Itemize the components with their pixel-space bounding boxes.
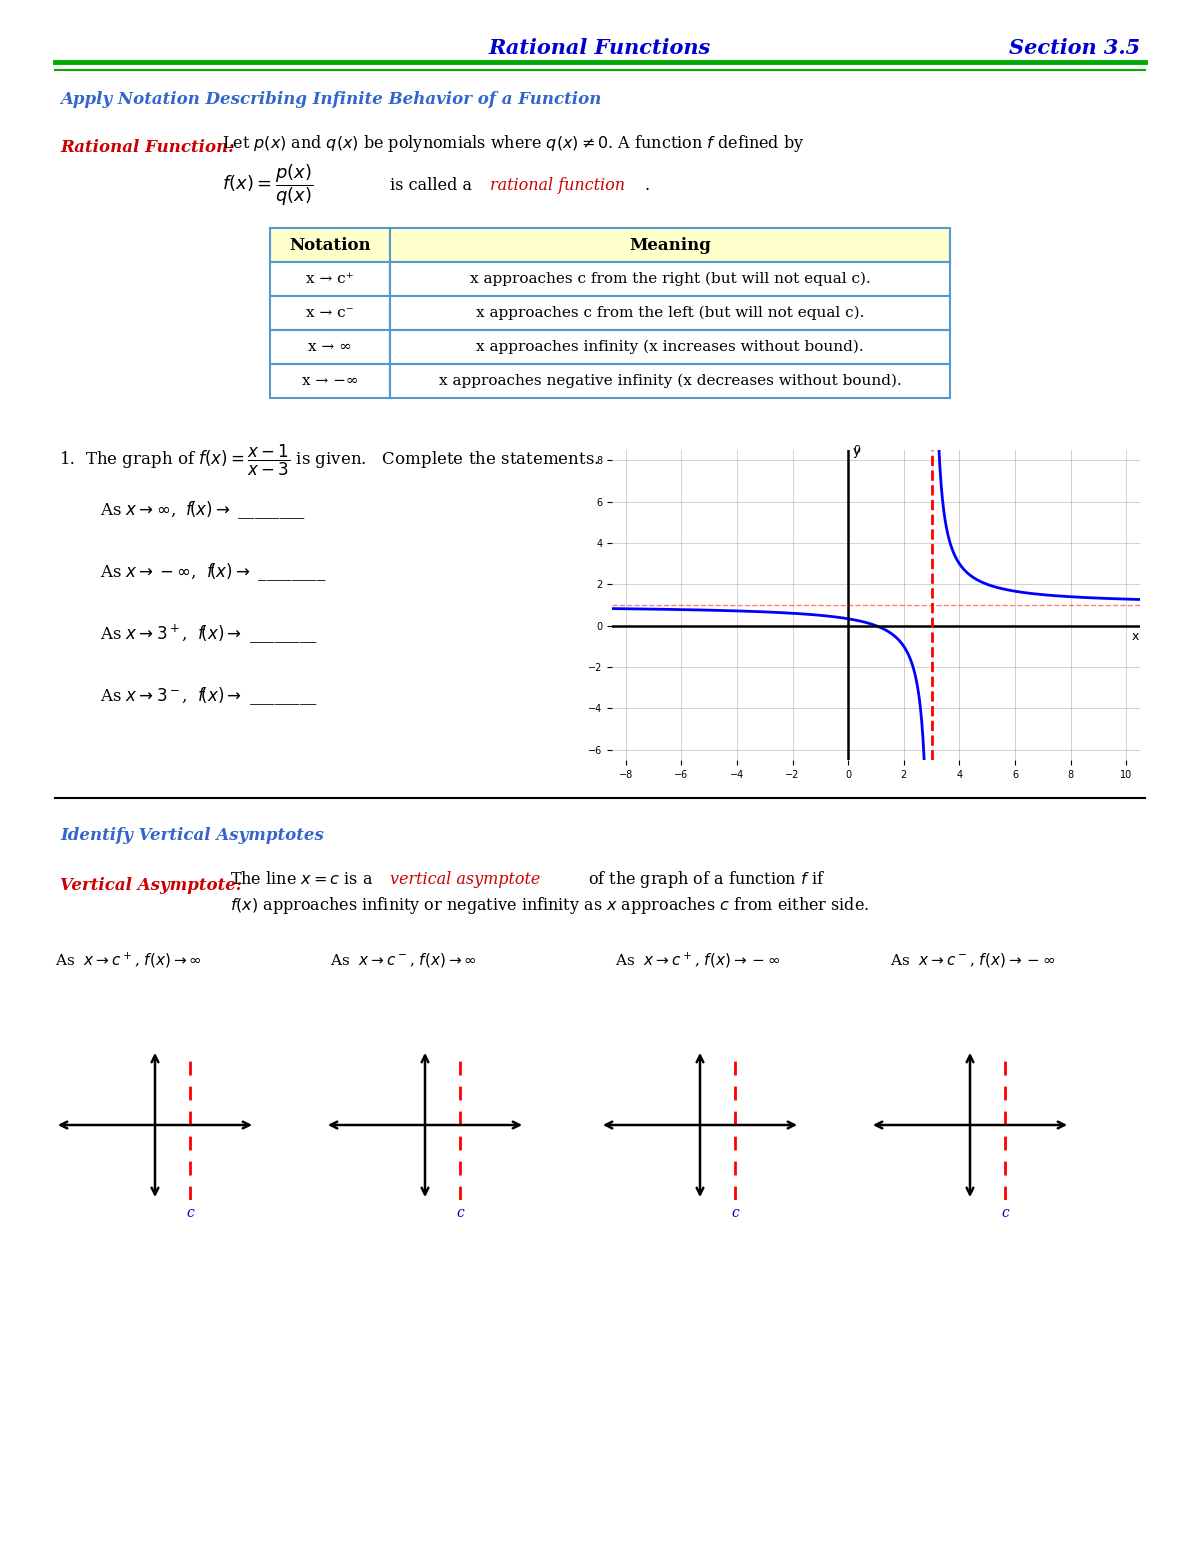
Text: x → c⁻: x → c⁻	[306, 306, 354, 320]
Text: Section 3.5: Section 3.5	[1009, 37, 1140, 57]
Text: x → c⁺: x → c⁺	[306, 272, 354, 286]
Text: Vertical Asymptote:: Vertical Asymptote:	[60, 876, 242, 893]
Bar	[270, 297, 390, 329]
Text: .: .	[646, 177, 650, 194]
Bar	[270, 329, 390, 363]
Text: Rational Functions: Rational Functions	[488, 37, 712, 57]
Text: As $x\rightarrow-\infty$,  $f\!\left(x\right)\rightarrow$ ________: As $x\rightarrow-\infty$, $f\!\left(x\ri…	[100, 561, 326, 582]
Text: c: c	[1001, 1207, 1009, 1221]
Text: As  $x\rightarrow c^-$, $f\left(x\right)\rightarrow -\infty$: As $x\rightarrow c^-$, $f\left(x\right)\…	[890, 950, 1056, 969]
Text: Let $p(x)$ and $q(x)$ be polynomials where $q(x)\neq 0$. A function $f$ defined : Let $p(x)$ and $q(x)$ be polynomials whe…	[222, 132, 804, 154]
Text: 0: 0	[853, 446, 860, 455]
Bar	[270, 262, 390, 297]
Text: rational function: rational function	[490, 177, 625, 194]
Bar	[390, 363, 950, 398]
Text: As $x\rightarrow 3^+$,  $f\!\left(x\right)\rightarrow$ ________: As $x\rightarrow 3^+$, $f\!\left(x\right…	[100, 623, 318, 646]
Text: c: c	[456, 1207, 464, 1221]
Text: $f(x)$ approaches infinity or negative infinity as $x$ approaches $c$ from eithe: $f(x)$ approaches infinity or negative i…	[230, 895, 869, 916]
Text: As $x\rightarrow 3^-$,  $f\!\left(x\right)\rightarrow$ ________: As $x\rightarrow 3^-$, $f\!\left(x\right…	[100, 685, 318, 707]
Text: x approaches c from the left (but will not equal c).: x approaches c from the left (but will n…	[476, 306, 864, 320]
Bar	[390, 262, 950, 297]
Text: vertical asymptote: vertical asymptote	[390, 871, 540, 888]
Text: $f(x)=\dfrac{p(x)}{q(x)}$: $f(x)=\dfrac{p(x)}{q(x)}$	[222, 162, 313, 208]
Text: Notation: Notation	[289, 236, 371, 253]
Bar	[390, 228, 950, 262]
Text: x → ∞: x → ∞	[308, 340, 352, 354]
Text: 1.: 1.	[60, 452, 76, 469]
Text: of the graph of a function $f$ if: of the graph of a function $f$ if	[588, 870, 826, 890]
Text: As  $x\rightarrow c^+$, $f\left(x\right)\rightarrow\infty$: As $x\rightarrow c^+$, $f\left(x\right)\…	[55, 950, 202, 969]
Bar	[390, 329, 950, 363]
Text: x: x	[1132, 629, 1139, 643]
Text: x approaches negative infinity (x decreases without bound).: x approaches negative infinity (x decrea…	[439, 374, 901, 388]
Text: Apply Notation Describing Infinite Behavior of a Function: Apply Notation Describing Infinite Behav…	[60, 92, 601, 109]
Text: As  $x\rightarrow c^+$, $f\left(x\right)\rightarrow -\infty$: As $x\rightarrow c^+$, $f\left(x\right)\…	[616, 950, 780, 969]
Bar	[270, 363, 390, 398]
Text: x → −∞: x → −∞	[301, 374, 359, 388]
Text: The graph of $f\left(x\right)=\dfrac{x-1}{x-3}$ is given.   Complete the stateme: The graph of $f\left(x\right)=\dfrac{x-1…	[85, 443, 600, 478]
Text: x approaches c from the right (but will not equal c).: x approaches c from the right (but will …	[469, 272, 870, 286]
Text: Meaning: Meaning	[629, 236, 710, 253]
Text: is called a: is called a	[385, 177, 478, 194]
Text: c: c	[186, 1207, 194, 1221]
Bar	[390, 297, 950, 329]
Text: c: c	[731, 1207, 739, 1221]
Text: Rational Function:: Rational Function:	[60, 140, 234, 157]
Bar	[270, 228, 390, 262]
Text: As  $x\rightarrow c^-$, $f\left(x\right)\rightarrow\infty$: As $x\rightarrow c^-$, $f\left(x\right)\…	[330, 950, 476, 969]
Text: The line $x=c$ is a: The line $x=c$ is a	[230, 871, 373, 888]
Text: Identify Vertical Asymptotes: Identify Vertical Asymptotes	[60, 826, 324, 843]
Text: y: y	[853, 446, 860, 458]
Text: x approaches infinity (x increases without bound).: x approaches infinity (x increases witho…	[476, 340, 864, 354]
Text: As $x\rightarrow\infty$,  $f\!\left(x\right)\rightarrow$ ________: As $x\rightarrow\infty$, $f\!\left(x\rig…	[100, 499, 306, 520]
